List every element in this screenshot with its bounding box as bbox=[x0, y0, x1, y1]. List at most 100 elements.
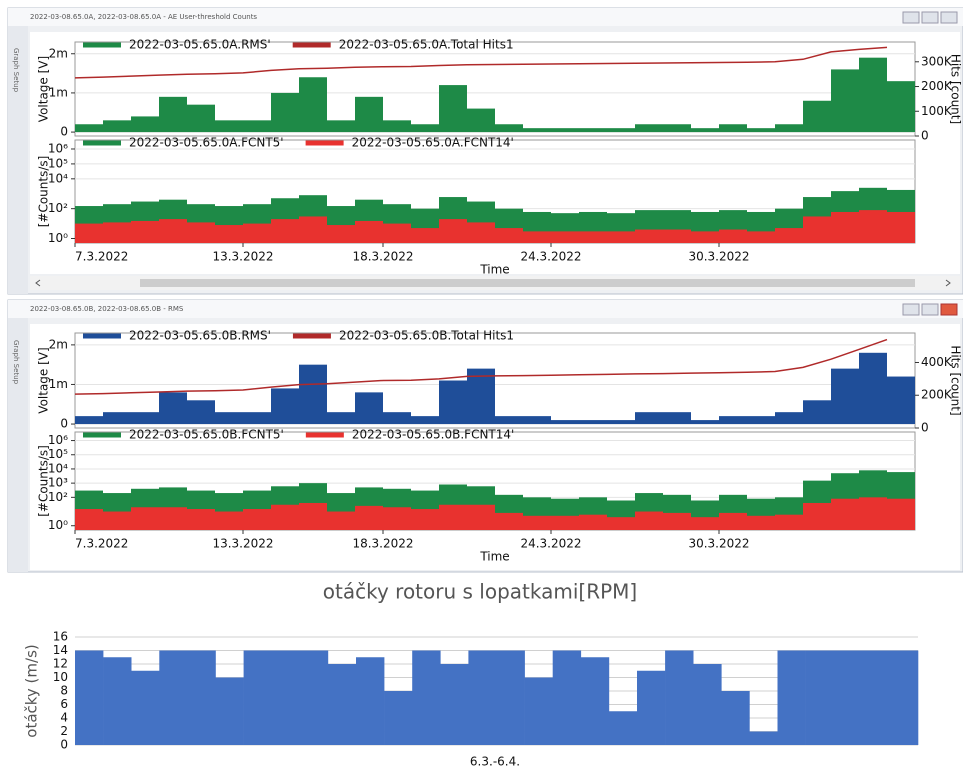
bar bbox=[103, 222, 131, 243]
bar bbox=[803, 502, 831, 530]
bar bbox=[159, 650, 188, 745]
bar bbox=[467, 222, 495, 243]
bar bbox=[355, 392, 383, 425]
maximize-button[interactable] bbox=[921, 11, 939, 24]
bar bbox=[607, 420, 635, 425]
y-tick-label: 10⁶ bbox=[48, 141, 68, 155]
chart-title: otáčky rotoru s lopatkami[RPM] bbox=[323, 580, 637, 604]
bar bbox=[131, 220, 159, 243]
bar bbox=[495, 416, 523, 425]
bar bbox=[747, 416, 775, 425]
bar bbox=[859, 497, 887, 530]
maximize-button[interactable] bbox=[921, 303, 939, 316]
x-tick-label: 30.3.2022 bbox=[688, 250, 749, 264]
bar bbox=[523, 416, 551, 425]
bar bbox=[552, 650, 582, 745]
bar bbox=[665, 650, 694, 745]
minimize-button[interactable] bbox=[902, 11, 920, 24]
bar bbox=[215, 225, 243, 243]
bar bbox=[691, 128, 719, 133]
bar bbox=[635, 412, 663, 425]
bar bbox=[327, 225, 355, 243]
scroll-arrows[interactable] bbox=[35, 279, 951, 287]
side-tab[interactable]: Graph Setup bbox=[12, 340, 20, 385]
bar bbox=[75, 124, 103, 133]
bar bbox=[887, 211, 915, 243]
bar bbox=[691, 231, 719, 243]
bar bbox=[299, 502, 327, 530]
bar bbox=[187, 222, 215, 243]
y-tick-label: 1m bbox=[49, 377, 68, 391]
y2-tick-label: 100K bbox=[921, 104, 953, 118]
bar bbox=[440, 664, 469, 745]
bar bbox=[831, 211, 859, 243]
bar bbox=[607, 517, 635, 530]
bar bbox=[691, 517, 719, 530]
y-tick-label: 12 bbox=[53, 657, 68, 671]
bar bbox=[749, 731, 778, 745]
close-button[interactable] bbox=[940, 11, 958, 24]
bar bbox=[551, 231, 579, 243]
legend-label: 2022-03-05.65.0A.RMS' bbox=[129, 38, 271, 52]
bar bbox=[496, 650, 525, 745]
bar bbox=[831, 69, 859, 133]
x-tick-label: 24.3.2022 bbox=[520, 537, 581, 551]
close-button[interactable] bbox=[940, 303, 958, 316]
bar bbox=[383, 120, 411, 133]
y2-tick-label: 0 bbox=[921, 129, 929, 143]
line bbox=[74, 46, 888, 79]
bar bbox=[271, 92, 299, 133]
bar bbox=[439, 380, 467, 425]
bar bbox=[327, 412, 355, 425]
bar bbox=[327, 120, 355, 133]
bar bbox=[131, 670, 160, 745]
y-tick-label: 14 bbox=[53, 643, 68, 657]
minimize-button[interactable] bbox=[902, 303, 920, 316]
bar bbox=[243, 412, 271, 425]
bar bbox=[579, 128, 607, 133]
y-tick-label: 10⁰ bbox=[48, 231, 68, 245]
x-tick-label: 13.3.2022 bbox=[212, 250, 273, 264]
y-tick-label: 16 bbox=[53, 630, 68, 644]
bar bbox=[719, 416, 747, 425]
y2-tick-label: 0 bbox=[921, 421, 929, 435]
bar bbox=[411, 509, 439, 530]
bar bbox=[243, 223, 271, 243]
bar bbox=[833, 650, 863, 745]
bar bbox=[271, 504, 299, 530]
bar bbox=[383, 223, 411, 243]
bar bbox=[805, 650, 834, 745]
bar bbox=[467, 368, 495, 425]
bar bbox=[75, 650, 104, 745]
bar bbox=[131, 116, 159, 133]
y-tick-label: 0 bbox=[60, 125, 68, 139]
y-axis-label: Voltage [V] bbox=[37, 347, 51, 413]
bar bbox=[775, 514, 803, 530]
bar bbox=[831, 368, 859, 425]
bar bbox=[887, 498, 915, 530]
side-tab[interactable]: Graph Setup bbox=[12, 48, 20, 93]
x-tick-label: 24.3.2022 bbox=[520, 250, 581, 264]
bar bbox=[187, 400, 215, 425]
bar bbox=[215, 677, 244, 745]
bar bbox=[719, 124, 747, 133]
bar bbox=[887, 376, 915, 425]
bar bbox=[411, 124, 439, 133]
bar bbox=[551, 420, 579, 425]
y-tick-label: 2m bbox=[49, 337, 68, 351]
bar bbox=[693, 664, 722, 745]
x-tick-label: 18.3.2022 bbox=[352, 537, 413, 551]
bar bbox=[495, 228, 523, 243]
bar bbox=[103, 120, 131, 133]
bar bbox=[439, 504, 467, 530]
bar bbox=[803, 100, 831, 133]
bar bbox=[355, 220, 383, 243]
y-tick-label: 4 bbox=[60, 711, 68, 725]
bar bbox=[159, 392, 187, 425]
bar bbox=[579, 420, 607, 425]
x-axis-label: 6.3.-6.4. bbox=[470, 755, 520, 769]
scrollbar-thumb[interactable] bbox=[140, 279, 915, 287]
y-tick-label: 10⁵ bbox=[48, 447, 68, 461]
bar bbox=[356, 657, 385, 745]
